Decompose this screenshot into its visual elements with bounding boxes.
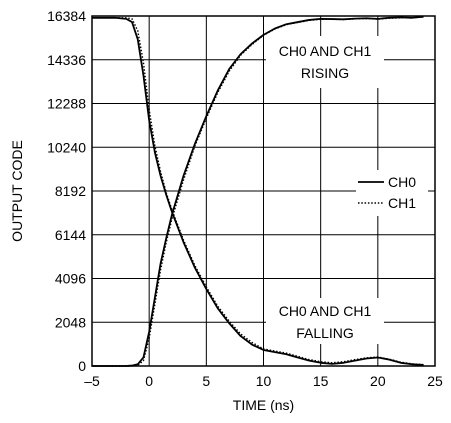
y-tick-label: 8192 (55, 183, 86, 199)
legend-label-ch1: CH1 (388, 195, 416, 211)
x-tick-label: 15 (313, 373, 329, 389)
x-tick-label: 5 (202, 373, 210, 389)
x-tick-labels: –5 0 5 10 15 20 25 (84, 373, 443, 389)
y-tick-label: 2048 (55, 314, 86, 330)
x-axis-label: TIME (ns) (233, 397, 294, 413)
x-tick-label: –5 (84, 373, 100, 389)
y-tick-label: 6144 (55, 227, 86, 243)
legend: CH0 CH1 (356, 170, 428, 216)
y-axis-label: OUTPUT CODE (9, 140, 25, 242)
y-tick-label: 14336 (47, 52, 86, 68)
x-tick-label: 25 (427, 373, 443, 389)
annotation-falling-line-2: FALLING (296, 325, 354, 341)
y-tick-label: 4096 (55, 271, 86, 287)
annotation-falling: CH0 AND CH1 FALLING (266, 298, 384, 344)
x-tick-label: 20 (370, 373, 386, 389)
x-tick-label: 0 (145, 373, 153, 389)
annotation-rising-line-1: CH0 AND CH1 (279, 43, 372, 59)
y-tick-label: 0 (78, 358, 86, 374)
y-tick-label: 12288 (47, 96, 86, 112)
annotation-rising-line-2: RISING (301, 65, 349, 81)
y-tick-label: 10240 (47, 139, 86, 155)
annotation-rising: CH0 AND CH1 RISING (266, 36, 384, 88)
y-tick-labels: 0 2048 4096 6144 8192 10240 12288 14336 16384 (47, 8, 86, 374)
annotation-falling-line-1: CH0 AND CH1 (279, 303, 372, 319)
x-tick-label: 10 (256, 373, 272, 389)
legend-label-ch0: CH0 (388, 174, 416, 190)
y-tick-label: 16384 (47, 8, 86, 24)
